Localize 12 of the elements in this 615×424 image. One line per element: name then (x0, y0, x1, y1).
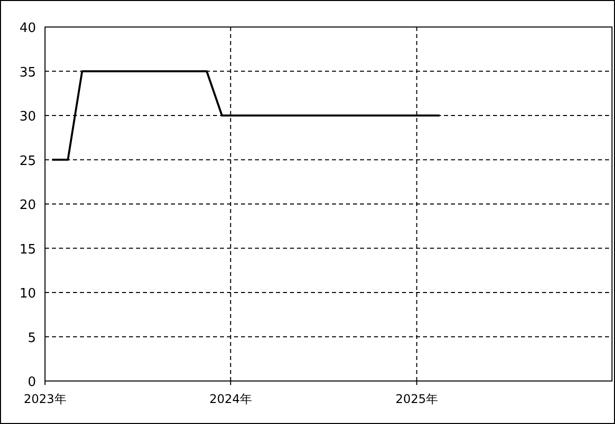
y-tick-label: 35 (19, 65, 36, 80)
y-tick-label: 20 (19, 198, 36, 213)
x-tick-label: 2023年 (24, 392, 66, 406)
y-tick-label: 30 (19, 110, 36, 124)
y-tick-label: 15 (19, 242, 36, 258)
y-tick-label: 5 (28, 330, 36, 346)
y-tick-label: 0 (28, 375, 36, 390)
x-tick-label: 2024年 (209, 392, 252, 406)
y-tick-label: 10 (19, 286, 36, 302)
x-tick-label: 2025年 (395, 392, 438, 406)
y-tick-label: 40 (19, 21, 36, 36)
y-tick-label: 25 (19, 154, 36, 169)
